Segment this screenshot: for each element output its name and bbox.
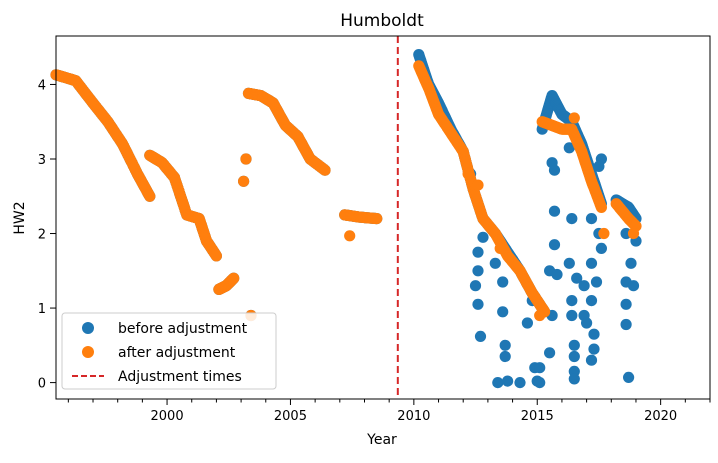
data-point: [571, 272, 583, 284]
data-point: [548, 239, 561, 251]
data-point: [240, 153, 252, 165]
data-point: [585, 354, 598, 366]
data-point: [238, 175, 250, 187]
data-point: [544, 347, 556, 359]
data-point: [620, 318, 632, 331]
data-point: [568, 350, 580, 363]
data-point: [581, 317, 593, 329]
data-point: [551, 268, 563, 281]
data-point: [534, 309, 546, 322]
y-tick-label: 0: [38, 377, 46, 392]
data-point: [548, 205, 561, 217]
x-tick-label: 2000: [151, 409, 184, 424]
axes-frame: [55, 35, 711, 400]
data-point: [472, 246, 484, 258]
data-point: [502, 375, 514, 387]
x-tick-label: 2020: [644, 409, 677, 424]
data-point: [563, 142, 575, 154]
legend-box: [61, 312, 277, 390]
data-point: [623, 371, 635, 383]
data-point: [472, 179, 484, 191]
data-point: [595, 242, 608, 254]
data-point: [497, 276, 509, 288]
y-tick-label: 2: [38, 228, 46, 243]
data-point: [620, 298, 632, 310]
x-tick-label: 2005: [274, 409, 307, 424]
data-point: [568, 112, 580, 124]
legend-label-adjustment: Adjustment times: [118, 369, 242, 385]
data-point: [534, 377, 546, 389]
y-tick-label: 3: [38, 153, 46, 168]
data-point: [499, 339, 511, 351]
data-point: [492, 377, 504, 389]
data-point: [546, 157, 558, 169]
data-point: [588, 328, 600, 340]
legend: before adjustment after adjustment Adjus…: [61, 312, 277, 390]
data-point: [499, 350, 511, 363]
data-point: [590, 276, 603, 288]
data-point: [625, 257, 637, 269]
data-point: [563, 257, 575, 269]
legend-marker-before: [82, 322, 94, 334]
data-point: [494, 242, 506, 254]
data-point: [568, 339, 580, 351]
data-point: [598, 227, 610, 240]
data-point: [585, 213, 598, 225]
data-point: [469, 280, 482, 292]
data-point: [477, 231, 489, 243]
data-point: [474, 330, 487, 342]
data-point: [472, 265, 484, 277]
data-point: [319, 164, 331, 176]
data-point: [566, 295, 578, 307]
y-tick-label: 1: [38, 302, 46, 317]
plot-area: [50, 36, 642, 399]
legend-marker-after: [82, 346, 94, 358]
data-point: [497, 306, 509, 318]
data-point: [566, 213, 578, 225]
data-point: [514, 377, 526, 389]
data-point: [371, 213, 383, 225]
data-point: [578, 280, 590, 292]
data-point: [144, 190, 156, 202]
data-point: [210, 250, 222, 262]
legend-label-after: after adjustment: [118, 345, 236, 361]
data-point: [627, 280, 640, 292]
data-point: [228, 272, 240, 284]
data-point: [566, 309, 578, 322]
data-point: [588, 343, 600, 355]
x-tick-label: 2010: [397, 409, 430, 424]
data-point: [462, 168, 474, 180]
data-point: [595, 201, 608, 213]
x-axis-label: Year: [366, 432, 397, 448]
data-point: [585, 295, 598, 307]
data-point: [344, 230, 356, 242]
y-axis-label: HW2: [12, 201, 28, 234]
data-point: [593, 160, 605, 172]
data-point: [568, 373, 580, 385]
data-point: [521, 317, 534, 329]
data-point: [534, 362, 546, 374]
data-point: [627, 227, 640, 240]
data-point: [585, 257, 598, 269]
chart-title: Humboldt: [340, 11, 424, 31]
data-point: [489, 257, 501, 269]
x-tick-label: 2015: [521, 409, 554, 424]
y-tick-label: 4: [38, 78, 46, 93]
data-point: [472, 298, 484, 310]
axes: 2000 2005 2010 2015 2020 0 1 2 3 4: [38, 35, 711, 424]
series-after: [50, 60, 642, 322]
legend-label-before: before adjustment: [118, 321, 248, 337]
